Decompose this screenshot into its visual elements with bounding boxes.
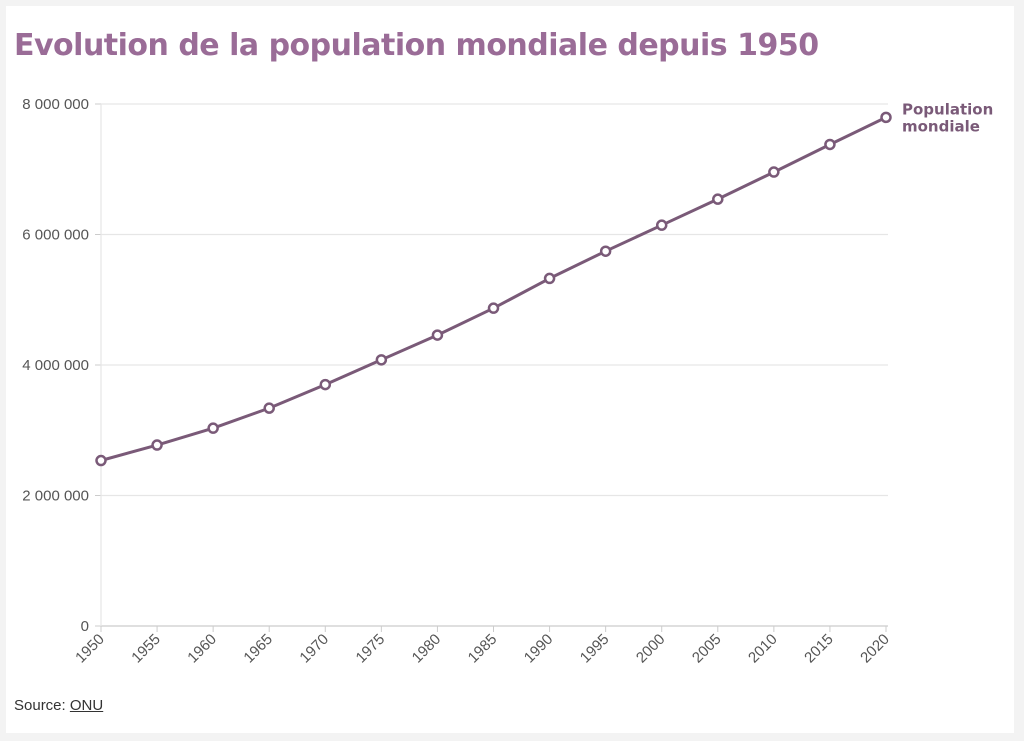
data-point[interactable] [487, 302, 500, 314]
series-label-line: mondiale [902, 117, 980, 135]
series-label-line: Population [902, 100, 993, 118]
source-link[interactable]: ONU [69, 697, 104, 714]
x-tick-label: 1950 [72, 631, 108, 667]
data-point[interactable] [375, 354, 388, 366]
x-tick-label: 1980 [409, 631, 445, 667]
data-point[interactable] [431, 329, 444, 341]
source-prefix: Source: [14, 697, 66, 714]
x-tick-label: 2020 [857, 631, 893, 667]
x-tick-label: 1970 [296, 631, 332, 667]
source-note: Source: ONU [14, 697, 103, 714]
x-tick-label: 2000 [633, 631, 669, 667]
data-point[interactable] [768, 166, 780, 178]
series-label: Population mondiale [902, 100, 993, 135]
series-line [100, 116, 887, 462]
x-tick-label: 1995 [577, 631, 613, 667]
data-point[interactable] [319, 378, 332, 391]
chart-title: Evolution de la population mondiale depu… [14, 28, 819, 63]
chart-card [6, 6, 1014, 733]
x-tick-label: 1985 [465, 631, 501, 667]
data-point[interactable] [207, 422, 219, 434]
y-tick-label: 4 000 000 [22, 357, 89, 374]
x-tick-label: 1975 [353, 631, 389, 667]
x-tick-label: 1990 [521, 631, 557, 667]
y-tick-label: 2 000 000 [22, 488, 89, 505]
data-point[interactable] [880, 111, 892, 124]
data-point[interactable] [95, 454, 107, 467]
x-tick-label: 1960 [184, 631, 220, 667]
data-point[interactable] [712, 193, 724, 205]
x-tick-label: 1965 [240, 631, 276, 667]
axes: 0 2 000 000 4 000 000 6 000 000 8 000 000 195… [22, 96, 893, 666]
x-tick-label: 2005 [689, 631, 725, 667]
data-point[interactable] [824, 138, 836, 151]
series-layer: Population mondiale [95, 100, 993, 467]
y-tick-label: 8 000 000 [22, 96, 89, 113]
x-tick-label: 1955 [128, 631, 164, 667]
gridlines [101, 103, 888, 627]
data-point[interactable] [543, 272, 556, 285]
data-point[interactable] [263, 402, 275, 414]
data-point[interactable] [655, 219, 668, 231]
x-tick-label: 2010 [745, 631, 781, 667]
y-tick-label: 6 000 000 [22, 227, 89, 244]
data-point[interactable] [599, 245, 612, 257]
x-tick-label: 2015 [801, 631, 837, 667]
y-tick-label: 0 [81, 618, 89, 635]
data-point[interactable] [151, 439, 163, 451]
